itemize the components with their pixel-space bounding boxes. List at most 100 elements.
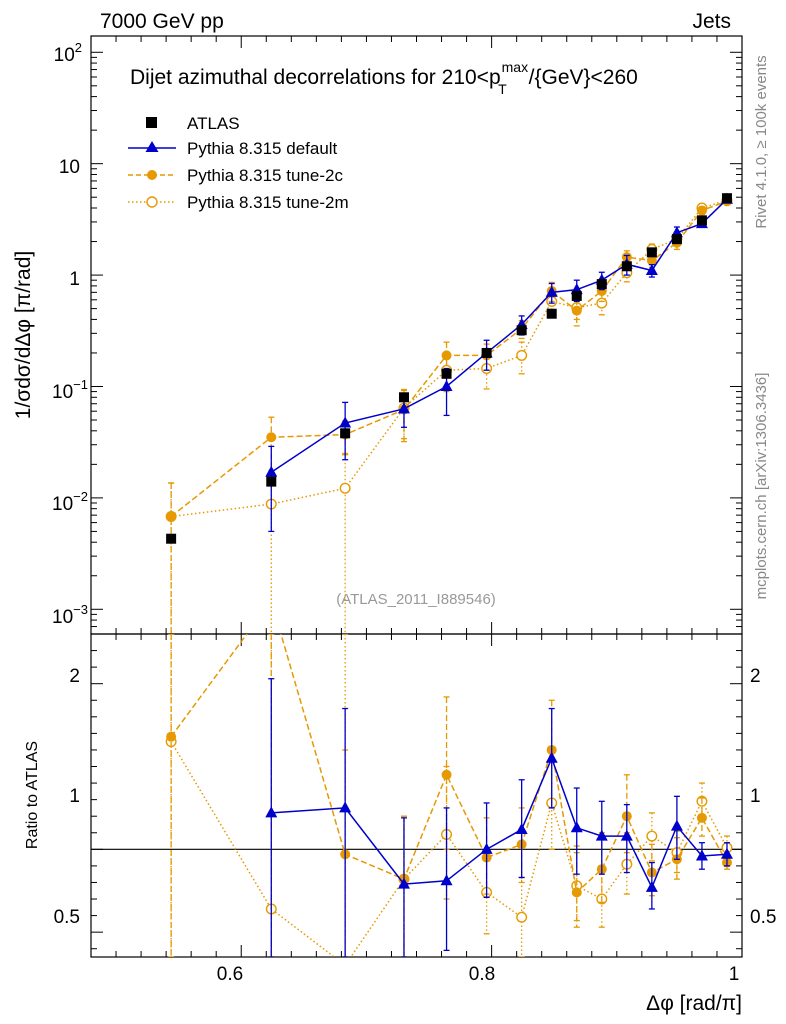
x-axis-label: Δφ [rad/π]	[646, 992, 742, 1015]
main-point-atlas	[441, 368, 452, 379]
ratio-point-pythia-8-315-default	[670, 819, 683, 831]
ratio-point-pythia-8-315-default	[695, 849, 708, 861]
ratio-point-pythia-8-315-tune-2c	[441, 769, 452, 780]
ratio-tick-label-0.5-right: 0.5	[750, 907, 776, 928]
ratio-point-pythia-8-315-default	[480, 842, 493, 854]
ratio-tick-label-2: 2	[69, 666, 80, 687]
main-point-atlas	[571, 290, 582, 301]
y-tick-label-10: 10	[59, 157, 80, 178]
y-tick-label-0.001: 10−3	[52, 602, 88, 628]
ratio-tick-label-0.5: 0.5	[54, 907, 80, 928]
energy-label: 7000 GeV pp	[100, 10, 224, 33]
main-point-pythia-8-315-default	[440, 379, 453, 391]
legend-label-default: Pythia 8.315 default	[187, 139, 338, 158]
main-point-pythia-8-315-tune-2m	[516, 349, 528, 361]
main-point-pythia-8-315-default	[645, 263, 658, 275]
ratio-line-pythia-8-315-default	[271, 756, 728, 890]
main-point-atlas	[398, 392, 409, 403]
main-y-tick-labels: 102 10 1 10−1 10−2 10−3	[52, 40, 88, 628]
title-sub: T	[498, 81, 507, 97]
main-point-atlas	[340, 428, 351, 439]
legend-label-tune2m: Pythia 8.315 tune-2m	[187, 193, 349, 212]
legend: ATLAS Pythia 8.315 default Pythia 8.315 …	[128, 114, 349, 212]
ratio-plot-area	[165, 596, 733, 970]
y-tick-exp: −2	[73, 489, 88, 504]
main-point-atlas	[721, 193, 732, 204]
ratio-y-tick-labels: 2 1 0.5 2 1 0.5	[54, 666, 777, 928]
ratio-point-pythia-8-315-tune-2c	[166, 731, 177, 742]
legend-marker-default	[145, 141, 159, 152]
ratio-tick-label-1: 1	[69, 786, 80, 807]
rivet-label: Rivet 4.1.0, ≥ 100k events	[753, 55, 770, 228]
legend-marker-atlas	[146, 117, 157, 128]
ratio-y-axis-label: Ratio to ATLAS	[24, 741, 41, 849]
main-point-atlas	[596, 279, 607, 290]
y-tick-exp: −3	[73, 602, 88, 617]
main-y-axis-label: 1/σdσ/dΔφ [π/rad]	[12, 251, 35, 419]
title-prefix: Dijet azimuthal decorrelations for 210<p	[130, 66, 501, 89]
main-point-pythia-8-315-tune-2m	[339, 482, 351, 494]
legend-marker-tune2c	[147, 170, 157, 180]
main-point-pythia-8-315-default	[339, 416, 352, 428]
analysis-annotation: (ATLAS_2011_I889546)	[336, 591, 496, 608]
main-point-pythia-8-315-default	[265, 465, 278, 477]
mcplots-label: mcplots.cern.ch [arXiv:1306.3436]	[753, 373, 770, 600]
y-tick-base: 10	[52, 607, 73, 628]
title-sup: max	[502, 59, 528, 75]
main-point-pythia-8-315-tune-2c	[696, 205, 707, 216]
main-point-atlas	[266, 476, 277, 487]
main-point-pythia-8-315-tune-2m	[596, 297, 608, 309]
axes-layer	[90, 35, 743, 958]
main-point-atlas	[621, 261, 632, 272]
ratio-point-pythia-8-315-default	[620, 829, 633, 841]
ratio-point-pythia-8-315-default	[265, 806, 278, 818]
ratio-point-pythia-8-315-default	[545, 751, 558, 763]
ratio-point-pythia-8-315-default	[720, 847, 733, 859]
ratio-frame	[90, 633, 743, 958]
y-tick-label-100: 102	[54, 40, 82, 66]
ratio-point-pythia-8-315-default	[570, 821, 583, 833]
ratio-point-pythia-8-315-default	[645, 880, 658, 892]
main-point-atlas	[546, 308, 557, 319]
chart-title: Dijet azimuthal decorrelations for 210<p…	[130, 59, 638, 97]
ratio-point-pythia-8-315-default	[515, 822, 528, 834]
main-point-atlas	[166, 533, 177, 544]
ratio-point-pythia-8-315-default	[397, 877, 410, 889]
legend-label-tune2c: Pythia 8.315 tune-2c	[187, 166, 343, 185]
x-tick-labels: 0.6 0.8 1	[217, 964, 740, 985]
main-point-atlas	[671, 234, 682, 245]
legend-label-atlas: ATLAS	[187, 114, 240, 133]
title-suffix: /{GeV}<260	[529, 66, 638, 89]
ratio-point-pythia-8-315-default	[595, 829, 608, 841]
x-tick-label-0.6: 0.6	[217, 964, 243, 985]
y-tick-label-1: 1	[69, 269, 80, 290]
main-point-atlas	[646, 247, 657, 258]
main-point-pythia-8-315-default	[545, 285, 558, 297]
legend-marker-tune2m	[146, 196, 158, 208]
ratio-point-pythia-8-315-tune-2c	[571, 887, 582, 898]
main-point-atlas	[516, 325, 527, 336]
ratio-point-pythia-8-315-tune-2m	[340, 960, 350, 970]
y-tick-base: 10	[52, 382, 73, 403]
main-plot-area	[165, 192, 733, 634]
main-point-pythia-8-315-tune-2c	[646, 255, 657, 266]
main-point-pythia-8-315-tune-2c	[571, 305, 582, 316]
ratio-point-pythia-8-315-tune-2c	[696, 812, 707, 823]
main-point-pythia-8-315-tune-2c	[266, 432, 277, 443]
ratio-tick-label-2-right: 2	[750, 666, 761, 687]
main-point-pythia-8-315-tune-2c	[166, 511, 177, 522]
main-point-pythia-8-315-tune-2c	[441, 350, 452, 361]
y-tick-label-0.1: 10−1	[52, 377, 88, 403]
main-line-pythia-8-315-default	[270, 198, 728, 473]
ratio-line-pythia-8-315-tune-2c	[170, 634, 728, 894]
y-tick-label-0.01: 10−2	[52, 489, 88, 515]
ratio-tick-label-1-right: 1	[750, 786, 761, 807]
ratio-point-pythia-8-315-tune-2m	[646, 830, 658, 842]
x-tick-label-1: 1	[729, 964, 740, 985]
ratio-point-pythia-8-315-default	[339, 801, 352, 813]
ratio-point-pythia-8-315-default	[440, 874, 453, 886]
main-point-pythia-8-315-default	[397, 402, 410, 414]
x-tick-label-0.8: 0.8	[469, 964, 495, 985]
ratio-point-pythia-8-315-tune-2c	[266, 596, 276, 606]
